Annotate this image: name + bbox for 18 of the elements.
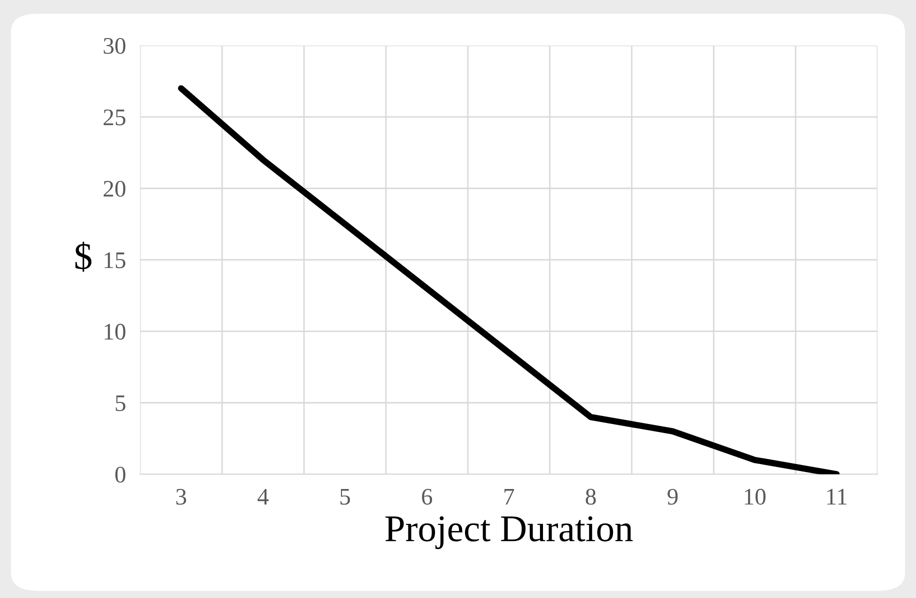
y-axis-title: $ (75, 242, 92, 272)
y-tick-label: 30 (104, 38, 126, 54)
y-tick-label: 25 (104, 109, 126, 126)
x-tick-label: 5 (340, 489, 350, 505)
x-tick-label: 11 (827, 488, 847, 504)
x-axis-title: Project Duration (385, 516, 633, 550)
y-tick-label: 20 (104, 180, 126, 197)
y-tick-label: 0 (115, 466, 126, 483)
x-tick-label: 4 (258, 488, 269, 504)
x-tick-label: 3 (176, 488, 186, 505)
x-tick-label: 10 (744, 488, 766, 505)
y-tick-label: 5 (116, 395, 126, 412)
y-tick-label: 15 (104, 252, 126, 268)
x-tick-label: 8 (586, 488, 596, 505)
x-tick-label: 7 (504, 489, 514, 504)
x-tick-label: 9 (668, 488, 678, 505)
x-tick-label: 6 (422, 488, 432, 505)
y-tick-label: 10 (104, 324, 126, 340)
